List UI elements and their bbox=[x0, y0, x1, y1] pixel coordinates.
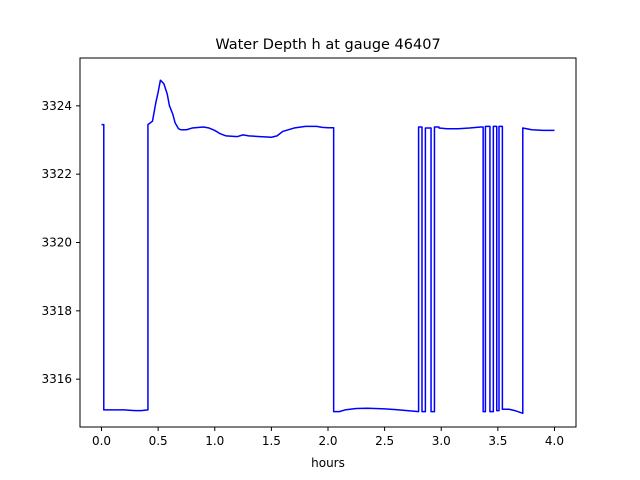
x-tick-label: 3.0 bbox=[432, 434, 451, 448]
y-tick-label: 3316 bbox=[41, 372, 72, 386]
y-tick-label: 3318 bbox=[41, 304, 72, 318]
y-tick-label: 3324 bbox=[41, 99, 72, 113]
x-tick-label: 3.5 bbox=[488, 434, 507, 448]
x-axis-label: hours bbox=[311, 456, 345, 470]
series-line-0 bbox=[101, 79, 555, 415]
x-tick-label: 2.0 bbox=[318, 434, 337, 448]
y-tick-label: 3320 bbox=[41, 236, 72, 250]
chart-title: Water Depth h at gauge 46407 bbox=[215, 37, 440, 53]
x-tick-label: 0.5 bbox=[149, 434, 168, 448]
y-axis: 3316 3318 3320 3322 3324 bbox=[41, 99, 80, 386]
x-tick-label: 1.0 bbox=[205, 434, 224, 448]
x-tick-label: 1.5 bbox=[262, 434, 281, 448]
y-tick-label: 3322 bbox=[41, 167, 72, 181]
x-tick-label: 4.0 bbox=[545, 434, 564, 448]
x-tick-label: 2.5 bbox=[375, 434, 394, 448]
series-layer bbox=[101, 79, 555, 415]
x-axis: 0.0 0.5 1.0 1.5 2.0 2.5 3.0 3.5 4.0 bbox=[92, 427, 564, 448]
x-tick-label: 0.0 bbox=[92, 434, 111, 448]
